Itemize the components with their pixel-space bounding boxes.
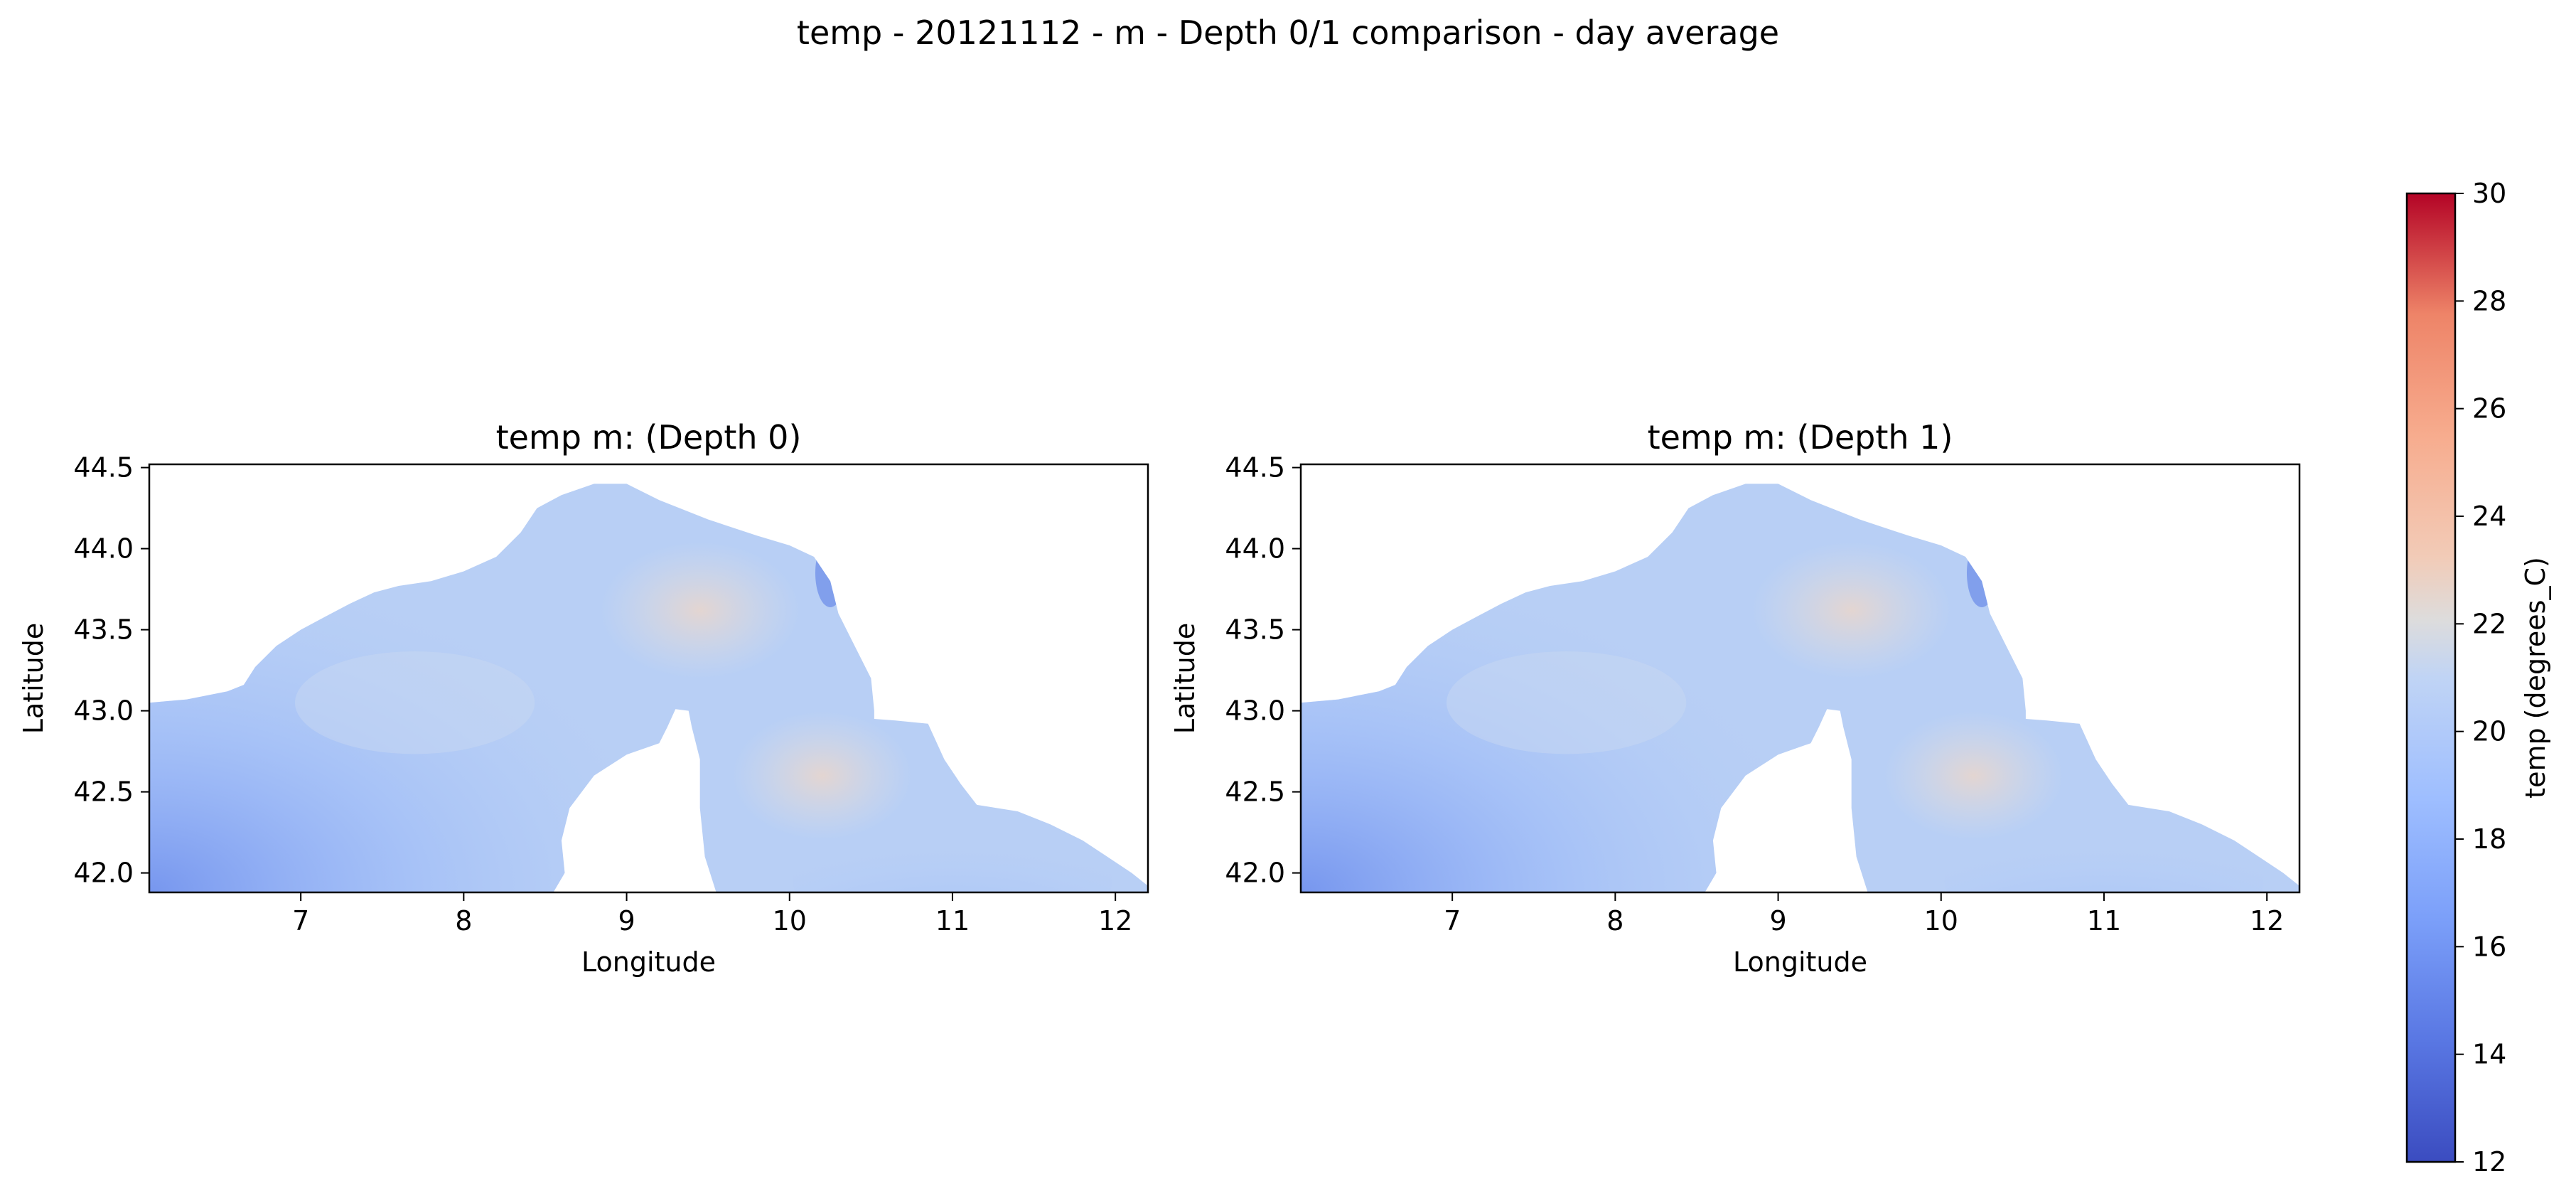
colorbar-tick-label: 28 — [2472, 285, 2506, 316]
map-panel-1: 7 8 9 10 11 12 42.0 42.5 43.0 43.5 44.0 44.5 temp m:… — [1169, 418, 2301, 978]
y-axis-label: Latitude — [18, 623, 49, 734]
x-tick-label: 10 — [1924, 905, 1958, 936]
axes-frame — [1299, 463, 2301, 894]
y-tick-label: 44.0 — [1225, 533, 1285, 565]
x-tick-label: 8 — [455, 905, 472, 936]
temperature-field — [149, 484, 1148, 892]
colorbar-tick-label: 16 — [2472, 931, 2506, 962]
colorbar-label: temp (degrees_C) — [2520, 557, 2551, 799]
figure-suptitle: temp - 20121112 - m - Depth 0/1 comparis… — [797, 14, 1779, 52]
colorbar-ticks: 12 14 16 18 20 22 24 26 28 30 — [2455, 178, 2506, 1178]
y-axis-label: Latitude — [1169, 623, 1201, 734]
y-tick-label: 42.5 — [73, 776, 134, 808]
y-tick-label: 43.5 — [1225, 614, 1285, 646]
colorbar-gradient — [2407, 193, 2455, 1162]
panel-title: temp m: (Depth 0) — [496, 418, 802, 457]
colorbar-tick-label: 26 — [2472, 393, 2506, 425]
y-tick-label: 43.0 — [73, 695, 134, 727]
y-tick-label: 43.0 — [1225, 695, 1285, 727]
x-tick-label: 12 — [2250, 905, 2284, 936]
x-tick-label: 12 — [1098, 905, 1132, 936]
colorbar-tick-label: 20 — [2472, 716, 2506, 747]
colorbar-frame — [2405, 192, 2457, 1163]
panel-title: temp m: (Depth 1) — [1648, 418, 1953, 457]
temperature-field — [1301, 484, 2299, 892]
colorbar: 12 14 16 18 20 22 24 26 28 30 temp (degrees_C) — [2405, 178, 2551, 1178]
colorbar-tick-label: 14 — [2472, 1039, 2506, 1070]
x-tick-label: 9 — [618, 905, 635, 936]
x-tick-label: 8 — [1606, 905, 1624, 936]
x-tick-label: 11 — [2087, 905, 2121, 936]
x-axis-label: Longitude — [1733, 946, 1867, 978]
y-tick-label: 44.0 — [73, 533, 134, 565]
y-tick-label: 42.0 — [73, 858, 134, 889]
y-tick-label: 42.0 — [1225, 858, 1285, 889]
x-tick-label: 11 — [935, 905, 970, 936]
colorbar-tick-label: 18 — [2472, 823, 2506, 855]
x-tick-label: 9 — [1769, 905, 1786, 936]
colorbar-tick-label: 24 — [2472, 501, 2506, 532]
y-tick-label: 44.5 — [1225, 452, 1285, 484]
x-axis-label: Longitude — [581, 946, 716, 978]
y-tick-label: 42.5 — [1225, 776, 1285, 808]
colorbar-tick-label: 22 — [2472, 608, 2506, 639]
colorbar-tick-label: 30 — [2472, 178, 2506, 209]
x-tick-label: 10 — [773, 905, 807, 936]
axes-frame — [148, 463, 1149, 894]
y-tick-label: 43.5 — [73, 614, 134, 646]
x-tick-label: 7 — [1444, 905, 1461, 936]
map-panels: 7 8 9 10 11 12 42.0 42.5 43.0 43.5 44.0 44.5 temp m:… — [18, 418, 2301, 978]
x-tick-label: 7 — [292, 905, 309, 936]
y-tick-label: 44.5 — [73, 452, 134, 484]
map-panel-0: 7 8 9 10 11 12 42.0 42.5 43.0 43.5 44.0 44.5 temp m:… — [18, 418, 1149, 978]
colorbar-tick-label: 12 — [2472, 1146, 2506, 1178]
